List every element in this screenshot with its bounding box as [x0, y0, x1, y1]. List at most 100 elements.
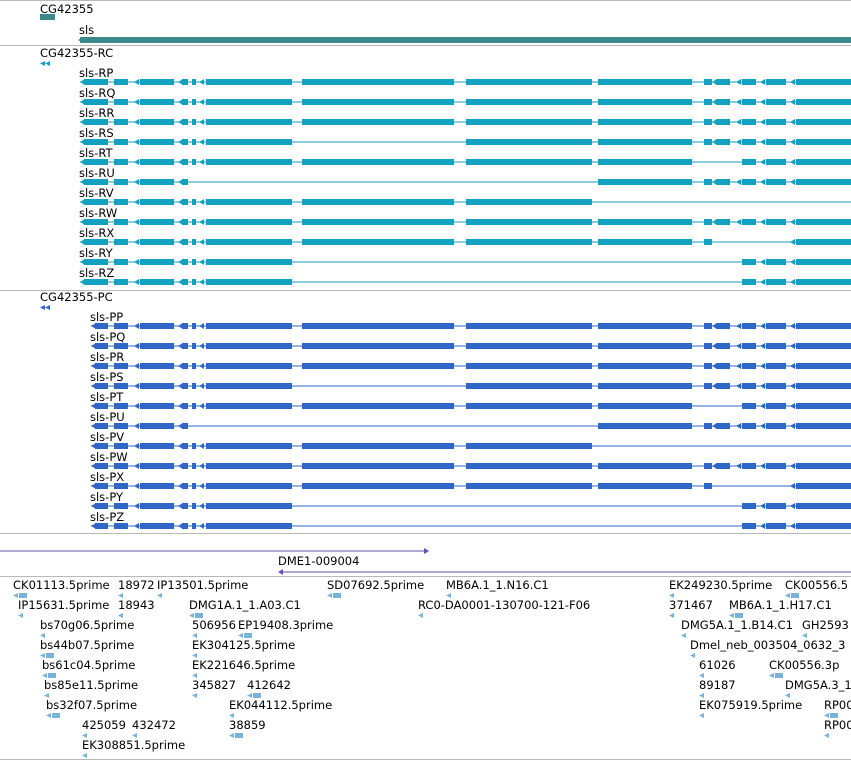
pc-protein-exon[interactable] — [192, 503, 196, 509]
rc-transcript-exon[interactable] — [796, 119, 851, 125]
rc-transcript-exon[interactable] — [114, 139, 128, 145]
est-label[interactable]: IP15631.5prime — [18, 599, 110, 612]
rc-transcript-exon[interactable] — [192, 99, 196, 105]
pc-protein-exon[interactable] — [140, 423, 174, 429]
pc-protein-exon[interactable] — [182, 343, 188, 349]
pc-protein-exon[interactable] — [716, 463, 730, 469]
est-block[interactable] — [333, 593, 341, 598]
pc-protein-exon[interactable] — [114, 523, 128, 529]
est-label[interactable]: CK00556.3p — [769, 659, 840, 672]
pc-protein-exon[interactable] — [766, 343, 786, 349]
pc-protein-exon[interactable] — [796, 483, 851, 489]
rc-transcript-exon[interactable] — [742, 179, 756, 185]
rc-transcript-exon[interactable] — [598, 139, 692, 145]
rc-transcript-exon[interactable] — [704, 179, 712, 185]
pc-protein-exon[interactable] — [742, 323, 756, 329]
pc-protein-exon[interactable] — [182, 403, 188, 409]
rc-transcript-exon[interactable] — [598, 179, 692, 185]
rc-transcript-exon[interactable] — [796, 259, 851, 265]
pc-protein-exon[interactable] — [114, 323, 128, 329]
est-label[interactable]: DMG5A.1_1.B14.C1 — [681, 619, 793, 632]
rc-transcript-exon[interactable] — [466, 199, 592, 205]
rc-transcript-exon[interactable] — [704, 139, 712, 145]
pc-protein-exon[interactable] — [742, 403, 756, 409]
rc-transcript-exon[interactable] — [598, 219, 692, 225]
pc-protein-exon[interactable] — [206, 483, 292, 489]
est-label[interactable]: MB6A.1_1.N16.C1 — [446, 579, 549, 592]
rc-transcript-label-sls-rx[interactable]: sls-RX — [79, 226, 115, 240]
pc-protein-exon[interactable] — [796, 403, 851, 409]
pc-protein-exon[interactable] — [704, 423, 712, 429]
rc-transcript-label-sls-rt[interactable]: sls-RT — [79, 146, 113, 160]
rc-transcript-exon[interactable] — [182, 239, 188, 245]
rc-transcript-exon[interactable] — [206, 219, 292, 225]
rc-transcript-exon[interactable] — [140, 199, 174, 205]
pc-protein-exon[interactable] — [466, 463, 592, 469]
est-block[interactable] — [48, 673, 56, 678]
rc-transcript-exon[interactable] — [114, 159, 128, 165]
est-label[interactable]: bs85e11.5prime — [44, 679, 139, 692]
rc-transcript-exon[interactable] — [84, 179, 108, 185]
pc-protein-exon[interactable] — [598, 423, 692, 429]
pc-protein-exon[interactable] — [598, 363, 692, 369]
rc-transcript-exon[interactable] — [140, 139, 174, 145]
pc-protein-exon[interactable] — [598, 323, 692, 329]
rc-transcript-exon[interactable] — [206, 199, 292, 205]
rc-transcript-exon[interactable] — [796, 139, 851, 145]
pc-protein-exon[interactable] — [796, 363, 851, 369]
pc-protein-exon[interactable] — [766, 363, 786, 369]
pc-protein-exon[interactable] — [466, 443, 592, 449]
pc-protein-exon[interactable] — [114, 423, 128, 429]
est-label[interactable]: EK249230.5prime — [669, 579, 773, 592]
pc-protein-exon[interactable] — [182, 363, 188, 369]
rc-transcript-exon[interactable] — [192, 159, 196, 165]
pc-protein-exon[interactable] — [140, 363, 174, 369]
est-label[interactable]: bs70g06.5prime — [40, 619, 135, 632]
rc-transcript-exon[interactable] — [796, 239, 851, 245]
pc-protein-exon[interactable] — [114, 403, 128, 409]
pc-protein-exon[interactable] — [206, 363, 292, 369]
pc-protein-exon[interactable] — [742, 423, 756, 429]
est-label[interactable]: 18972 — [118, 579, 155, 592]
rc-transcript-exon[interactable] — [182, 79, 188, 85]
est-label[interactable]: CK00556.5 — [785, 579, 849, 592]
est-label[interactable]: bs61c04.5prime — [42, 659, 136, 672]
pc-protein-label-sls-pp[interactable]: sls-PP — [90, 310, 124, 324]
pc-protein-exon[interactable] — [114, 443, 128, 449]
est-label[interactable]: EK044112.5prime — [229, 699, 333, 712]
est-label[interactable]: 425059 — [82, 719, 126, 732]
pc-protein-exon[interactable] — [192, 483, 196, 489]
pc-protein-label-sls-py[interactable]: sls-PY — [90, 490, 124, 504]
pc-protein-exon[interactable] — [140, 523, 174, 529]
rc-transcript-exon[interactable] — [796, 219, 851, 225]
rc-transcript-label-sls-rv[interactable]: sls-RV — [79, 186, 114, 200]
rc-transcript-exon[interactable] — [140, 239, 174, 245]
pc-protein-exon[interactable] — [766, 403, 786, 409]
pc-protein-exon[interactable] — [742, 363, 756, 369]
rc-transcript-exon[interactable] — [466, 219, 592, 225]
pc-protein-label-sls-ps[interactable]: sls-PS — [90, 370, 124, 384]
pc-protein-exon[interactable] — [192, 443, 196, 449]
pc-protein-exon[interactable] — [302, 403, 454, 409]
est-label[interactable]: IP13501.5prime — [157, 579, 249, 592]
pc-protein-exon[interactable] — [192, 403, 196, 409]
pc-protein-exon[interactable] — [766, 503, 786, 509]
rc-transcript-exon[interactable] — [716, 139, 730, 145]
gene-bar-sls[interactable] — [80, 37, 851, 43]
est-block[interactable] — [46, 653, 54, 658]
pc-protein-label-sls-pv[interactable]: sls-PV — [90, 430, 125, 444]
pc-protein-exon[interactable] — [182, 463, 188, 469]
pc-protein-exon[interactable] — [796, 343, 851, 349]
rc-transcript-exon[interactable] — [114, 239, 128, 245]
rc-transcript-exon[interactable] — [742, 279, 756, 285]
gene-glyph-small[interactable] — [40, 14, 55, 20]
rc-transcript-exon[interactable] — [206, 239, 292, 245]
pc-protein-exon[interactable] — [766, 423, 786, 429]
pc-protein-exon[interactable] — [716, 363, 730, 369]
est-label[interactable]: bs32f07.5prime — [46, 699, 138, 712]
rc-transcript-exon[interactable] — [192, 279, 196, 285]
rc-transcript-label-sls-rw[interactable]: sls-RW — [79, 206, 118, 220]
rc-transcript-exon[interactable] — [182, 179, 188, 185]
rc-transcript-exon[interactable] — [598, 159, 692, 165]
pc-protein-exon[interactable] — [206, 323, 292, 329]
